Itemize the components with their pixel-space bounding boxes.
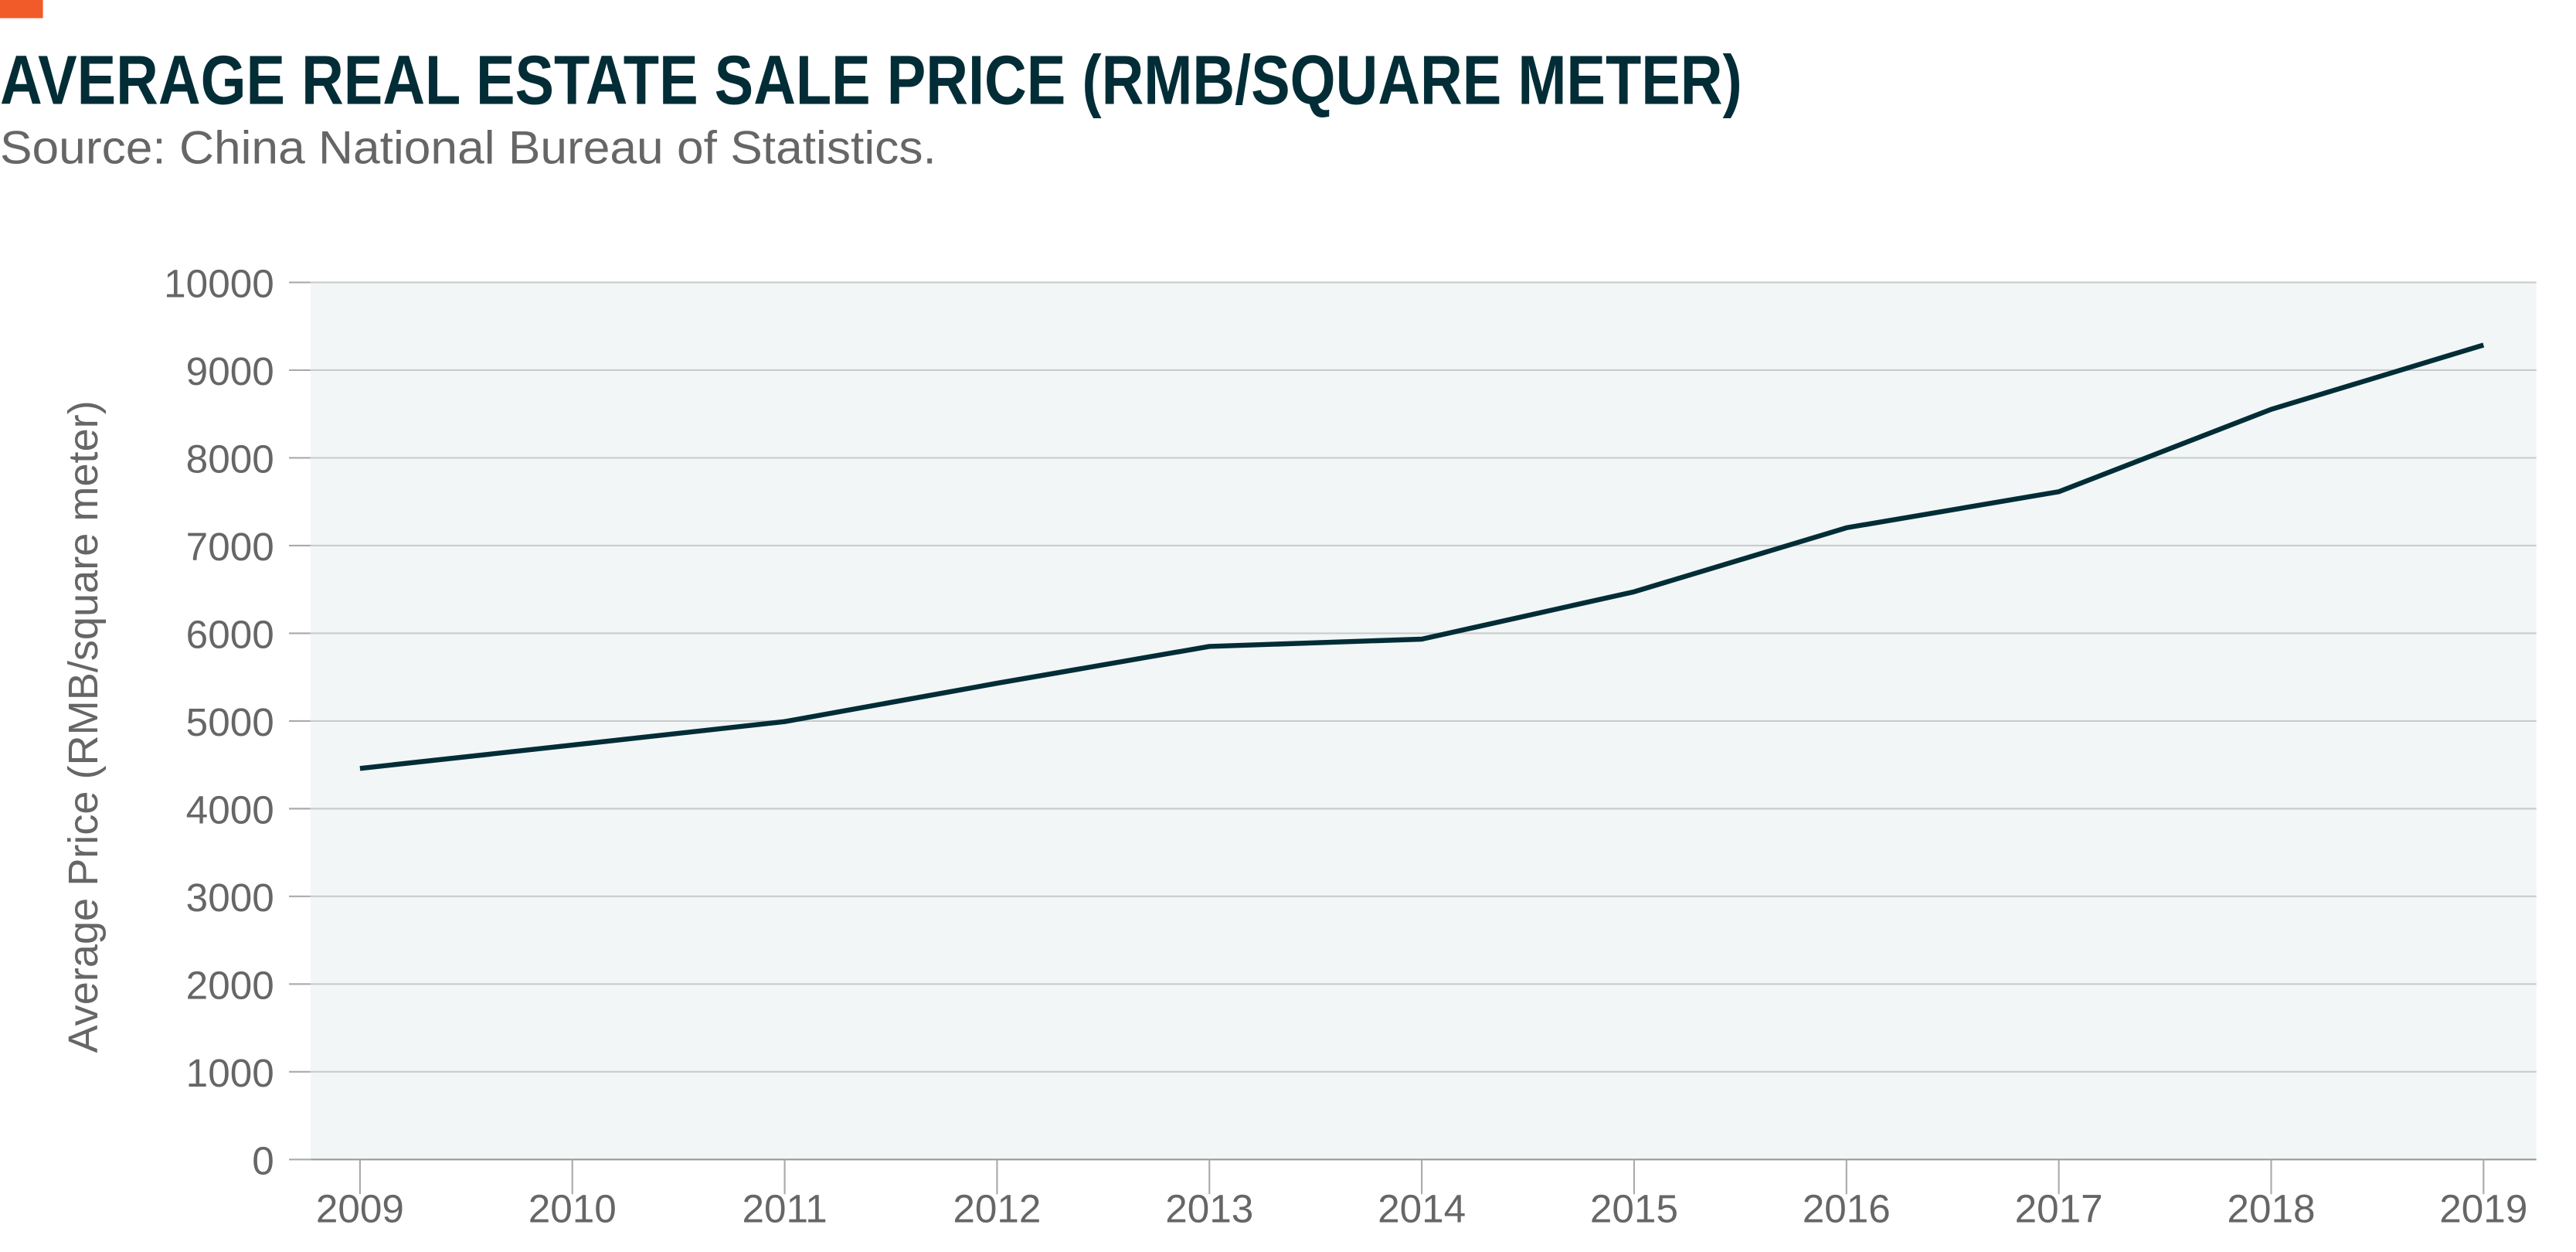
y-tick-label: 9000 xyxy=(186,349,274,393)
x-tick-label: 2019 xyxy=(2439,1187,2527,1231)
series xyxy=(359,342,2485,771)
accent-bar xyxy=(0,0,43,19)
y-tick-label: 10000 xyxy=(164,262,274,306)
chart-title: AVERAGE REAL ESTATE SALE PRICE (RMB/SQUA… xyxy=(0,43,1742,120)
y-axis: 0 1000 2000 3000 4000 5000 6000 7000 8000 9000 100… xyxy=(164,262,311,1183)
gridlines xyxy=(310,281,2537,1161)
x-tick-label: 2016 xyxy=(1803,1187,1891,1231)
x-tick-label: 2013 xyxy=(1165,1187,1253,1231)
x-tick-label: 2018 xyxy=(2227,1187,2315,1231)
y-tick-label: 2000 xyxy=(186,964,274,1008)
series-line xyxy=(359,342,2485,771)
x-tick-label: 2009 xyxy=(316,1187,404,1231)
x-tick-label: 2010 xyxy=(528,1187,617,1231)
x-tick-label: 2017 xyxy=(2015,1187,2103,1231)
chart-subtitle: Source: China National Bureau of Statist… xyxy=(0,122,936,174)
y-tick-label: 5000 xyxy=(186,700,274,744)
x-tick-label: 2012 xyxy=(953,1187,1041,1231)
y-tick-label: 8000 xyxy=(186,437,274,481)
x-axis: 2009 2010 2011 2012 2013 2014 2015 2016 2017 2018… xyxy=(316,1159,2527,1231)
y-tick-label: 3000 xyxy=(186,876,274,920)
x-tick-label: 2015 xyxy=(1590,1187,1678,1231)
y-axis-label: Average Price (RMB/square meter) xyxy=(61,400,107,1053)
y-tick-label: 0 xyxy=(252,1139,274,1183)
x-tick-label: 2011 xyxy=(742,1187,827,1231)
y-tick-label: 1000 xyxy=(186,1051,274,1095)
y-tick-label: 4000 xyxy=(186,788,274,832)
x-tick-label: 2014 xyxy=(1378,1187,1466,1231)
y-tick-label: 6000 xyxy=(186,613,274,657)
y-tick-label: 7000 xyxy=(186,525,274,569)
